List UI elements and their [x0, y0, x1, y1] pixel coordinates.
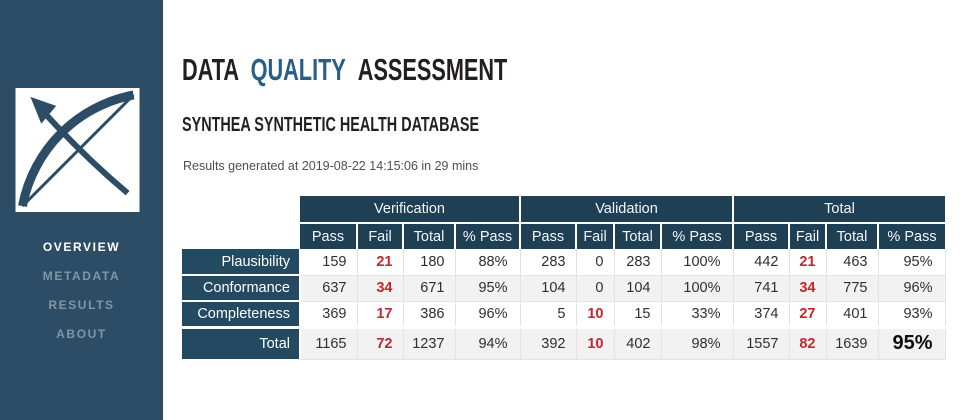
col-header-total-fail: Fail [789, 223, 827, 249]
row-label-completeness: Completeness [182, 301, 301, 328]
cell-total-validation-total: 402 [614, 325, 662, 360]
nav-item-results[interactable]: RESULTS [48, 298, 115, 312]
cell-plausibility-validation-total: 283 [614, 249, 662, 276]
cell-plausibility-verification-pass: 159 [300, 249, 358, 276]
sidebar-nav: OVERVIEW METADATA RESULTS ABOUT [0, 238, 163, 354]
cell-plausibility-validation-pass: 100% [661, 249, 734, 276]
cell-plausibility-total-pass: 95% [878, 249, 946, 276]
cell-plausibility-total-total: 463 [826, 249, 879, 276]
table-head: Verification Validation Total Pass Fail Total… [182, 196, 945, 249]
table-row-conformance: Conformance 637 34 671 95% 104 0 104 100% 741 34 77… [182, 275, 946, 302]
cell-completeness-verification-total: 386 [403, 301, 456, 328]
cell-completeness-total-pass: 93% [878, 301, 946, 328]
table-body: Plausibility 159 21 180 88% 283 0 283 100% 442 21 4… [182, 249, 946, 360]
page-title: DATA QUALITY ASSESSMENT [182, 52, 507, 88]
nav-item-metadata[interactable]: METADATA [42, 269, 121, 283]
cell-total-verification-fail: 72 [357, 325, 404, 360]
cell-conformance-validation-fail: 0 [576, 275, 615, 302]
cell-plausibility-verification-pass: 88% [455, 249, 521, 276]
cell-plausibility-validation-pass: 283 [520, 249, 577, 276]
main-content: DATA QUALITY ASSESSMENT SYNTHEA SYNTHETI… [182, 0, 977, 420]
cell-total-total-pass: 95% [878, 325, 946, 360]
cell-plausibility-validation-fail: 0 [576, 249, 615, 276]
sidebar: OVERVIEW METADATA RESULTS ABOUT [0, 0, 163, 420]
cell-completeness-validation-pass: 33% [661, 301, 734, 328]
cell-conformance-verification-total: 671 [403, 275, 456, 302]
row-label-total: Total [182, 325, 301, 359]
cell-total-verification-pass: 1165 [300, 325, 358, 360]
cell-conformance-verification-pass: 95% [455, 275, 521, 302]
col-header-total-pass: % Pass [878, 223, 945, 249]
cell-completeness-total-fail: 27 [789, 301, 827, 328]
cell-plausibility-verification-fail: 21 [357, 249, 404, 276]
cell-plausibility-total-fail: 21 [789, 249, 827, 276]
cell-total-verification-pass: 94% [455, 325, 521, 360]
cell-completeness-verification-pass: 96% [455, 301, 521, 328]
cell-total-validation-pass: 98% [661, 325, 734, 360]
col-header-verification-pass: % Pass [455, 223, 521, 249]
title-word-quality: QUALITY [250, 52, 346, 87]
title-word-data: DATA [182, 52, 239, 87]
col-header-verification-total: Total [403, 223, 456, 249]
cell-completeness-total-total: 401 [826, 301, 879, 328]
generated-timestamp: Results generated at 2019-08-22 14:15:06… [183, 159, 479, 173]
col-header-validation-pass: Pass [520, 223, 577, 249]
cell-completeness-verification-fail: 17 [357, 301, 404, 328]
cell-total-total-fail: 82 [789, 325, 827, 360]
table-row-plausibility: Plausibility 159 21 180 88% 283 0 283 100% 442 21 4… [182, 249, 946, 276]
cell-total-validation-fail: 10 [576, 325, 615, 360]
cell-completeness-validation-total: 15 [614, 301, 662, 328]
cell-conformance-validation-pass: 100% [661, 275, 734, 302]
col-header-total-pass: Pass [733, 223, 790, 249]
archery-bow-arrow-logo-icon [15, 88, 140, 212]
group-header-total: Total [733, 196, 945, 224]
title-word-assessment: ASSESSMENT [357, 52, 508, 87]
cell-plausibility-total-pass: 442 [733, 249, 790, 276]
cell-conformance-total-pass: 96% [878, 275, 946, 302]
cell-completeness-total-pass: 374 [733, 301, 790, 328]
cell-plausibility-verification-total: 180 [403, 249, 456, 276]
cell-completeness-validation-pass: 5 [520, 301, 577, 328]
nav-item-about[interactable]: ABOUT [56, 327, 107, 341]
col-header-verification-pass: Pass [300, 223, 358, 249]
table-row-total: Total 1165 72 1237 94% 392 10 402 98% 1557 82 1639 9… [182, 325, 946, 360]
row-label-conformance: Conformance [182, 275, 301, 302]
table-row-completeness: Completeness 369 17 386 96% 5 10 15 33% 374 27 401 9… [182, 301, 946, 328]
col-header-verification-fail: Fail [357, 223, 404, 249]
cell-conformance-validation-pass: 104 [520, 275, 577, 302]
database-name-subtitle: SYNTHEA SYNTHETIC HEALTH DATABASE [182, 114, 480, 136]
corner-cell [182, 196, 300, 249]
cell-completeness-verification-pass: 369 [300, 301, 358, 328]
cell-total-validation-pass: 392 [520, 325, 577, 360]
cell-conformance-total-total: 775 [826, 275, 879, 302]
group-header-validation: Validation [520, 196, 734, 224]
nav-item-overview[interactable]: OVERVIEW [42, 240, 121, 254]
summary-table-wrap: Verification Validation Total Pass Fail Total… [182, 196, 946, 360]
cell-completeness-validation-fail: 10 [576, 301, 615, 328]
col-header-validation-fail: Fail [576, 223, 615, 249]
cell-total-verification-total: 1237 [403, 325, 456, 360]
cell-total-total-pass: 1557 [733, 325, 790, 360]
col-header-validation-pass: % Pass [661, 223, 734, 249]
dq-summary-table: Verification Validation Total Pass Fail Total… [182, 196, 946, 360]
cell-conformance-validation-total: 104 [614, 275, 662, 302]
col-header-total-total: Total [826, 223, 879, 249]
col-header-validation-total: Total [614, 223, 662, 249]
row-label-plausibility: Plausibility [182, 249, 301, 276]
cell-conformance-verification-fail: 34 [357, 275, 404, 302]
cell-conformance-total-fail: 34 [789, 275, 827, 302]
cell-conformance-total-pass: 741 [733, 275, 790, 302]
cell-conformance-verification-pass: 637 [300, 275, 358, 302]
group-header-verification: Verification [300, 196, 521, 224]
cell-total-total-total: 1639 [826, 325, 879, 360]
